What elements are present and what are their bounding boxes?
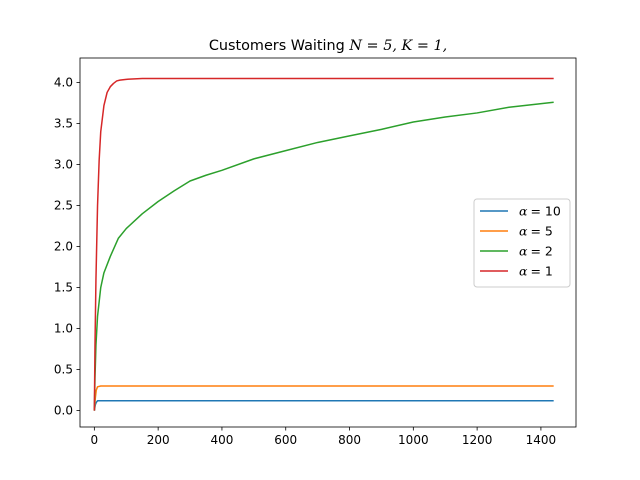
legend: α = 10α = 5α = 2α = 1: [473, 198, 571, 288]
legend-label: α = 5: [519, 224, 553, 239]
y-tick-label: 2.5: [54, 199, 73, 213]
y-tick-label: 3.0: [54, 158, 73, 172]
y-tick-label: 1.5: [54, 281, 73, 295]
legend-symbol: α: [519, 224, 528, 239]
y-tick-label: 1.0: [54, 322, 73, 336]
y-tick-label: 4.0: [54, 76, 73, 90]
legend-label: α = 10: [519, 204, 561, 219]
y-tick-label: 0.0: [54, 404, 73, 418]
series-line-2: [93, 101, 554, 411]
y-tick-label: 3.5: [54, 117, 73, 131]
legend-symbol: α: [519, 264, 528, 279]
legend-value: = 2: [530, 244, 552, 259]
x-tick-label: 0: [91, 433, 99, 447]
axes-frame: [79, 57, 577, 428]
legend-value: = 5: [530, 224, 552, 239]
chart-title-math: N = 5, K = 1,: [348, 38, 447, 54]
legend-value: = 10: [530, 204, 560, 219]
legend-label: α = 2: [519, 244, 553, 259]
legend-value: = 1: [530, 264, 552, 279]
chart-title-prefix: Customers Waiting: [209, 38, 350, 54]
x-tick-label: 1000: [398, 433, 429, 447]
legend-symbol: α: [519, 244, 528, 259]
plot-area: [93, 77, 554, 411]
legend-label: α = 1: [519, 264, 553, 279]
legend-box: [473, 198, 571, 288]
y-tick-label: 0.5: [54, 363, 73, 377]
y-tick-label: 2.0: [54, 240, 73, 254]
series-line-0: [93, 400, 554, 411]
chart-title: Customers Waiting N = 5, K = 1,: [209, 38, 447, 54]
legend-symbol: α: [519, 204, 528, 219]
series-line-1: [93, 385, 554, 411]
x-tick-label: 400: [210, 433, 233, 447]
x-tick-label: 600: [274, 433, 297, 447]
x-tick-label: 800: [338, 433, 361, 447]
axes: 0 200 400 600 800 1000 1200 1400 0.0 0.5 1.0 1.5 2.0…: [54, 57, 577, 447]
x-tick-label: 1400: [526, 433, 557, 447]
x-tick-label: 200: [147, 433, 170, 447]
series-line-3: [93, 77, 554, 411]
x-tick-label: 1200: [462, 433, 493, 447]
